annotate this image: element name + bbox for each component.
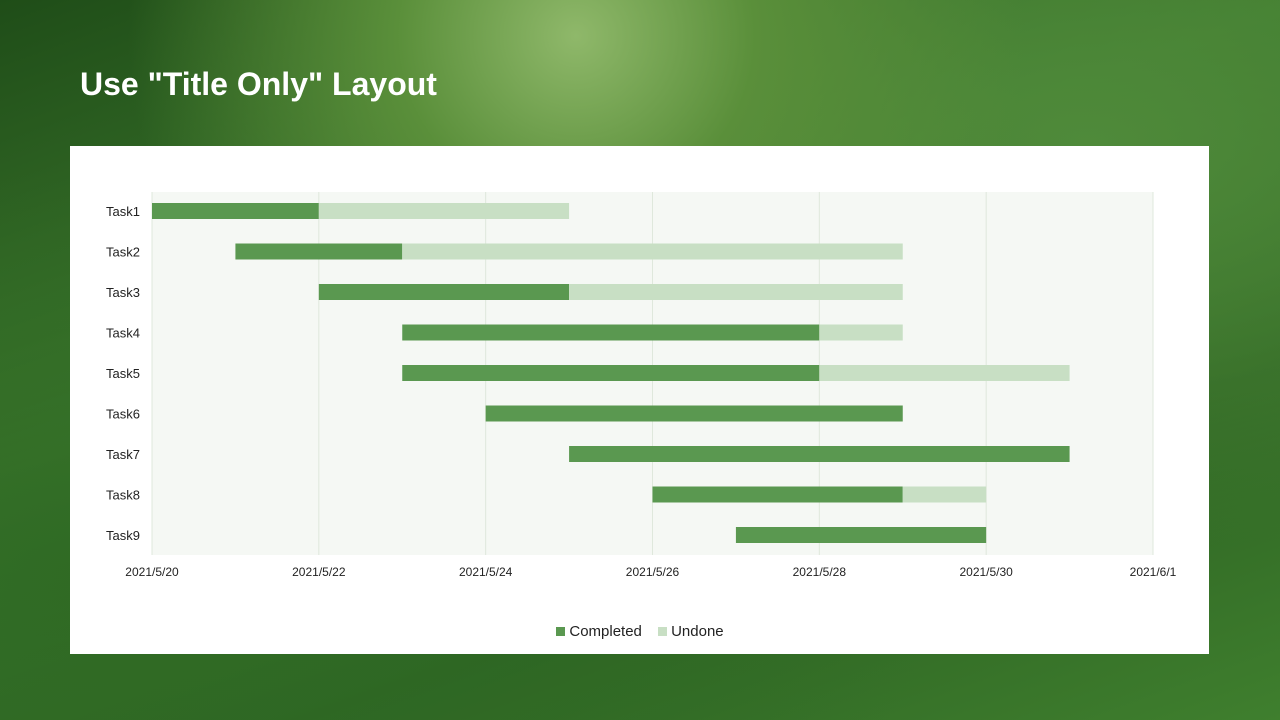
y-tick-label: Task3: [106, 285, 140, 300]
legend-label: Undone: [671, 623, 724, 640]
bar-undone: [819, 324, 903, 341]
y-tick-label: Task5: [106, 366, 140, 381]
x-tick-label: 2021/5/22: [292, 565, 346, 579]
bar-completed: [402, 324, 820, 341]
y-tick-label: Task2: [106, 245, 140, 260]
bar-completed: [735, 527, 987, 543]
x-tick-label: 2021/5/26: [626, 565, 680, 579]
x-tick-label: 2021/5/28: [793, 565, 847, 579]
y-tick-label: Task6: [106, 407, 140, 422]
y-tick-label: Task7: [106, 447, 140, 462]
legend-label: Completed: [569, 623, 642, 640]
y-tick-label: Task4: [106, 326, 140, 341]
bar-undone: [902, 486, 987, 503]
y-tick-label: Task9: [106, 528, 140, 543]
bar-completed: [652, 486, 903, 503]
bar-undone: [402, 243, 903, 260]
slide-title: Use "Title Only" Layout: [80, 66, 437, 102]
legend-completed: Completed: [556, 623, 642, 640]
y-tick-label: Task8: [106, 488, 140, 503]
x-tick-label: 2021/5/20: [125, 565, 179, 579]
legend-swatch-undone: [658, 627, 668, 636]
x-tick-label: 2021/5/24: [459, 565, 513, 579]
bar-completed: [402, 365, 820, 381]
bar-undone: [318, 203, 570, 219]
legend-undone: Undone: [658, 623, 724, 640]
bar-completed: [235, 243, 403, 260]
chart-legend: Completed Undone: [0, 623, 1280, 640]
x-tick-label: 2021/5/30: [959, 565, 1013, 579]
bar-undone: [569, 284, 903, 300]
bar-completed: [318, 284, 570, 300]
legend-swatch-completed: [556, 627, 566, 636]
bar-undone: [819, 365, 1070, 381]
y-tick-label: Task1: [106, 204, 140, 219]
bar-completed: [485, 405, 903, 422]
x-tick-label: 2021/6/1: [1130, 565, 1177, 579]
bar-completed: [152, 203, 319, 219]
bar-completed: [569, 446, 1070, 462]
